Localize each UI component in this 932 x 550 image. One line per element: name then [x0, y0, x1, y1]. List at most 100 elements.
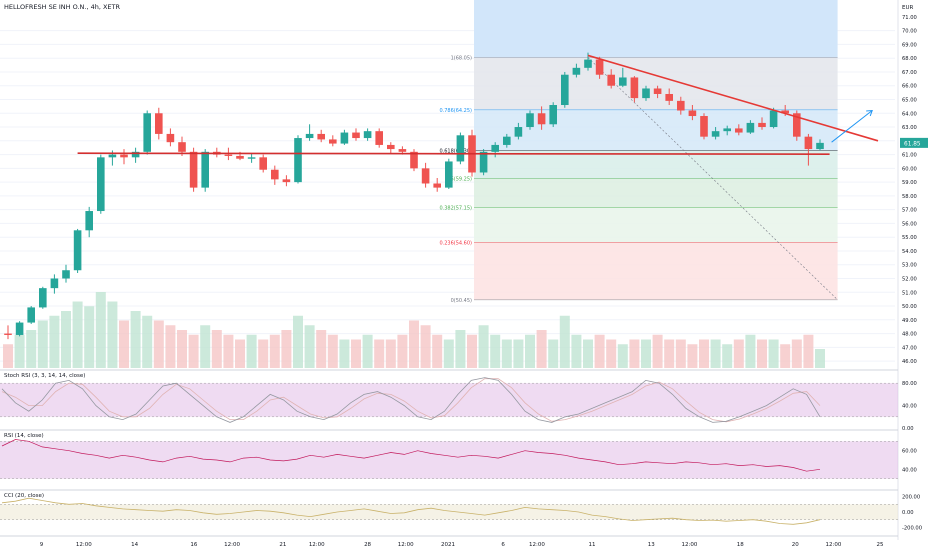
candle-body: [189, 151, 198, 188]
fib-zone: [474, 178, 838, 208]
time-tick-label: 12:00: [398, 542, 414, 548]
candle-body: [282, 179, 291, 183]
volume-bar: [594, 334, 605, 368]
fib-extension-zone: [474, 0, 838, 58]
time-tick-label: 11: [589, 542, 596, 548]
projection-arrow-head: [866, 109, 873, 117]
fib-diagonal: [587, 57, 838, 301]
indicator-band: [0, 504, 898, 520]
volume-bar: [26, 330, 37, 368]
volume-bar: [617, 344, 628, 368]
volume-bar: [710, 339, 721, 368]
volume-bar: [14, 334, 25, 368]
volume-bar: [722, 344, 733, 368]
volume-bar: [119, 320, 129, 368]
volume-bar: [351, 339, 361, 368]
indicator-band: [0, 441, 898, 479]
fib-level-label: 1(68.05): [451, 56, 472, 62]
candle-body: [201, 151, 209, 188]
time-tick-label: 25: [877, 542, 884, 548]
candle-body: [433, 183, 441, 188]
candle-body: [120, 154, 128, 158]
indicator-title: RSI (14, close): [4, 433, 44, 439]
volume-bar: [420, 325, 431, 368]
candle-body: [456, 135, 465, 162]
volume-bar: [177, 330, 187, 368]
candle-body: [4, 333, 12, 335]
price-tick-label: 71.00: [902, 15, 917, 21]
candle-body: [607, 74, 615, 86]
candle-body: [97, 157, 105, 212]
candle-body: [572, 67, 581, 75]
candle-body: [50, 278, 59, 289]
volume-bar: [687, 344, 698, 368]
candle-body: [595, 59, 604, 75]
indicator-title: CCI (20, close): [4, 493, 44, 499]
candle-body: [758, 122, 766, 128]
volume-bar: [385, 339, 396, 368]
fib-level-label: 0.618(61.30): [439, 148, 472, 154]
fib-level-label: 0(50.45): [451, 298, 472, 304]
price-tick-label: 68.00: [902, 56, 917, 62]
volume-bar: [432, 334, 443, 368]
volume-bar: [269, 334, 280, 368]
candle-body: [224, 154, 233, 156]
volume-bar: [153, 320, 164, 368]
candle-body: [259, 157, 267, 170]
candle-body: [294, 138, 302, 183]
volume-bar: [641, 339, 651, 368]
volume-bar: [211, 330, 222, 368]
candle-body: [143, 113, 151, 152]
volume-bar: [467, 334, 477, 368]
trend-line: [587, 54, 879, 142]
stoch-d-line: [1, 378, 821, 423]
time-tick-label: 12:00: [681, 542, 697, 548]
indicator-axis-label: 40.00: [902, 467, 917, 473]
volume-bar: [235, 339, 245, 368]
currency-label: EUR: [902, 5, 914, 11]
candle-body: [363, 131, 372, 139]
price-tick-label: 49.00: [902, 318, 917, 324]
candle-body: [166, 133, 175, 143]
indicator-axis-label: 80.00: [902, 381, 917, 387]
volume-bar: [652, 334, 663, 368]
indicator-axis-label: 60.00: [902, 449, 917, 455]
fib-zone: [474, 57, 838, 110]
volume-bar: [165, 325, 176, 368]
candle-body: [375, 131, 383, 145]
time-tick-label: 14: [131, 542, 138, 548]
indicator-axis-label: 0.00: [902, 426, 914, 432]
volume-bar: [200, 325, 211, 368]
volume-bar: [548, 339, 559, 368]
fib-level-label: 0.786(64.25): [439, 108, 472, 114]
volume-bar: [571, 334, 582, 368]
volume-bar: [757, 339, 767, 368]
volume-bar: [455, 330, 466, 368]
time-tick-label: 18: [737, 542, 744, 548]
volume-bar: [327, 334, 338, 368]
price-tick-label: 50.00: [902, 304, 917, 310]
current-price-label: 61.85: [904, 141, 921, 147]
candle-body: [317, 133, 325, 140]
indicator-axis-label: 40.00: [902, 404, 917, 410]
volume-bar: [629, 339, 640, 368]
candle-body: [340, 132, 349, 144]
price-tick-label: 65.00: [902, 98, 917, 104]
candle-body: [85, 211, 93, 231]
candle-body: [73, 230, 82, 271]
time-tick-label: 12:00: [529, 542, 545, 548]
time-tick-label: 13: [648, 542, 655, 548]
volume-bar: [304, 325, 315, 368]
candle-body: [746, 122, 755, 133]
candle-body: [781, 110, 789, 114]
volume-bar: [780, 344, 791, 368]
candle-body: [642, 88, 650, 99]
indicator-axis-label: -200.00: [902, 525, 922, 531]
volume-bar: [95, 292, 106, 368]
volume-bar: [490, 334, 501, 368]
price-tick-label: 51.00: [902, 290, 917, 296]
price-tick-label: 58.00: [902, 194, 917, 200]
volume-bar: [478, 325, 489, 368]
price-tick-label: 57.00: [902, 208, 917, 214]
